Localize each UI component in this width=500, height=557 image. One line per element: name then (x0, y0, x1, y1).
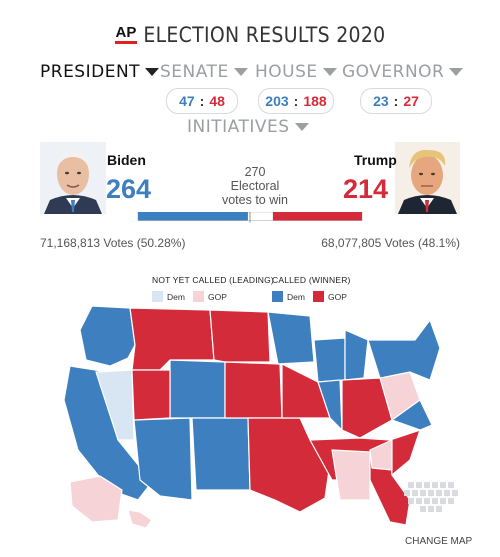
senate-gop-count: 48 (209, 93, 225, 109)
state-north-carolina[interactable] (369, 439, 393, 471)
gop-candidate-name: Trump (354, 152, 397, 168)
legend-called-heading: CALLED (WINNER) (272, 275, 351, 285)
legend-gop-leading-label: GOP (208, 291, 227, 302)
tab-senate-label: SENATE (160, 62, 229, 82)
threshold-line1: Electoral (230, 179, 280, 193)
tab-house[interactable]: HOUSE (255, 62, 337, 82)
state-wisconsin[interactable] (313, 337, 346, 383)
legend-dem-leading-label: Dem (167, 291, 185, 302)
state-utah[interactable] (131, 369, 171, 421)
gop-ev-bar (272, 212, 362, 221)
state-new-york-new-england[interactable] (367, 319, 441, 381)
house-dem-count: 203 (265, 93, 289, 109)
state-iowa-missouri[interactable] (281, 363, 331, 419)
state-new-mexico[interactable] (191, 417, 251, 491)
governor-gop-count: 27 (403, 93, 419, 109)
tab-initiatives-label: INITIATIVES (187, 117, 290, 137)
gop-called-swatch (313, 291, 324, 302)
change-map-button[interactable]: CHANGE MAP (405, 536, 473, 547)
legend-dem-leading: Dem (152, 291, 185, 302)
state-hawaii[interactable] (127, 509, 153, 529)
gop-leading-swatch (193, 291, 204, 302)
chevron-down-icon (449, 68, 464, 76)
state-minnesota[interactable] (267, 311, 315, 365)
chevron-down-icon (145, 68, 160, 76)
governor-tally[interactable]: 23 : 27 (360, 88, 432, 114)
house-tally[interactable]: 203 : 188 (258, 88, 334, 114)
state-dakotas[interactable] (209, 309, 271, 363)
tab-senate[interactable]: SENATE (160, 62, 248, 82)
dem-ev-bar (138, 212, 248, 221)
page-title: ELECTION RESULTS 2020 (143, 23, 386, 47)
legend-dem-called-label: Dem (287, 291, 305, 302)
legend-gop-called: GOP (313, 291, 347, 302)
state-carolinas[interactable] (389, 429, 421, 476)
chevron-down-icon (233, 68, 248, 76)
legend-not-called-heading: NOT YET CALLED (LEADING) (152, 275, 274, 285)
tab-governor[interactable]: GOVERNOR (342, 62, 464, 82)
tab-governor-label: GOVERNOR (342, 62, 445, 82)
app-header: AP ELECTION RESULTS 2020 (0, 20, 500, 50)
dem-leading-swatch (152, 291, 163, 302)
state-nevada[interactable] (95, 369, 135, 441)
trump-portrait-avatar (395, 142, 460, 214)
electoral-vote-bar (137, 212, 363, 223)
state-indiana-ohio-kentucky[interactable] (341, 377, 393, 439)
governor-dem-count: 23 (373, 93, 389, 109)
gop-popular-votes: 68,077,805 Votes (48.1%) (321, 236, 460, 250)
chevron-down-icon (294, 123, 309, 131)
state-alaska[interactable] (69, 475, 123, 523)
tab-house-label: HOUSE (255, 62, 318, 82)
legend-gop-called-label: GOP (328, 291, 347, 302)
state-virginia[interactable] (391, 399, 433, 431)
biden-portrait-avatar (40, 142, 106, 214)
win-threshold-label: 270 Electoral votes to win (200, 165, 310, 207)
threshold-number: 270 (244, 165, 266, 179)
state-colorado[interactable] (169, 359, 226, 419)
state-nebraska-kansas[interactable] (224, 361, 283, 419)
legend-gop-leading: GOP (193, 291, 227, 302)
dem-electoral-votes: 264 (106, 174, 152, 204)
tab-president-label: PRESIDENT (40, 62, 141, 82)
tab-president[interactable]: PRESIDENT (40, 62, 160, 82)
tally-separator: : (199, 93, 205, 109)
tally-separator: : (393, 93, 399, 109)
ap-logo[interactable]: AP (114, 25, 138, 44)
tally-separator: : (293, 93, 299, 109)
dem-candidate-name: Biden (107, 152, 146, 168)
state-michigan[interactable] (344, 329, 369, 381)
dem-popular-votes: 71,168,813 Votes (50.28%) (40, 236, 186, 250)
legend-dem-called: Dem (272, 291, 305, 302)
senate-tally[interactable]: 47 : 48 (166, 88, 238, 114)
us-election-map[interactable] (0, 300, 500, 530)
tab-initiatives[interactable]: INITIATIVES (187, 117, 309, 137)
threshold-line2: votes to win (221, 193, 288, 207)
dem-called-swatch (272, 291, 283, 302)
state-georgia[interactable] (331, 449, 371, 501)
tile-map-icon[interactable] (404, 482, 458, 512)
state-washington-oregon[interactable] (79, 305, 136, 367)
house-gop-count: 188 (303, 93, 327, 109)
gop-electoral-votes: 214 (343, 174, 389, 204)
chevron-down-icon (322, 68, 337, 76)
senate-dem-count: 47 (179, 93, 195, 109)
state-texas-oklahoma[interactable] (247, 417, 333, 513)
